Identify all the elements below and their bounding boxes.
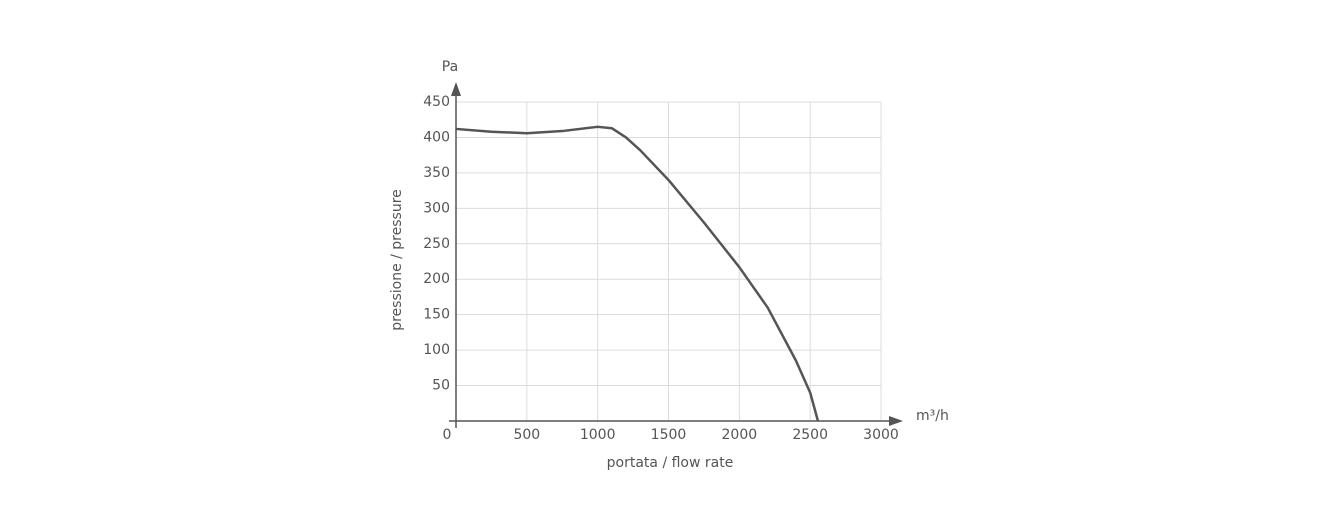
y-tick-label: 400 [423,129,450,145]
y-unit: Pa [442,59,458,75]
x-tick-label: 1000 [580,427,616,443]
y-tick-label: 50 [432,378,450,394]
y-tick-label: 450 [423,94,450,110]
y-axis-arrow [451,82,461,96]
y-tick-label: 100 [423,342,450,358]
x-tick-label: 0 [443,427,452,443]
x-axis-label: portata / flow rate [607,455,734,471]
y-tick-label: 300 [423,200,450,216]
y-tick-label: 150 [423,307,450,323]
x-tick-label: 2000 [722,427,758,443]
x-tick-label: 1500 [651,427,687,443]
y-axis-label: pressione / pressure [389,189,405,331]
x-tick-label: 2500 [792,427,828,443]
x-tick-label: 500 [513,427,540,443]
y-tick-label: 350 [423,165,450,181]
x-axis-arrow [889,416,903,426]
x-unit: m³/h [916,408,949,424]
y-tick-label: 250 [423,236,450,252]
curve [455,125,820,422]
x-tick-label: 3000 [863,427,899,443]
y-tick-label: 200 [423,271,450,287]
